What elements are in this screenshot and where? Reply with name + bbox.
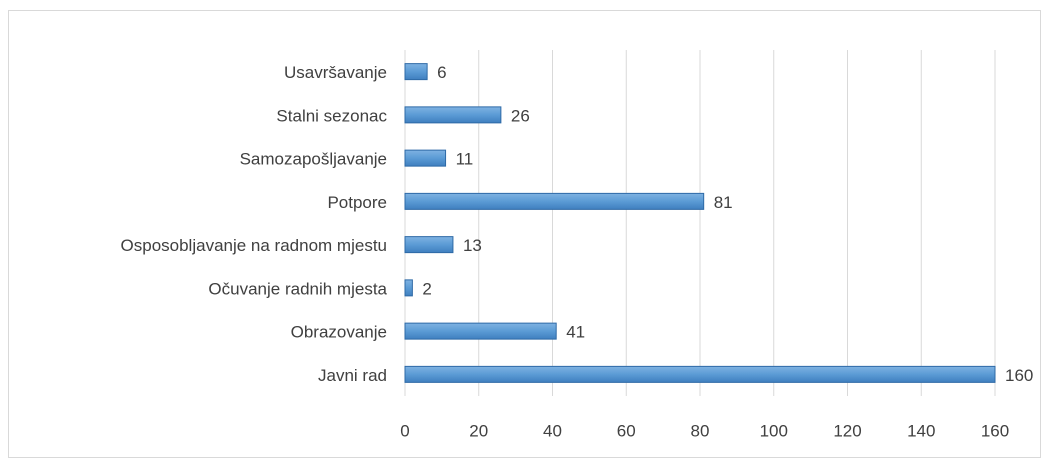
bar bbox=[404, 279, 413, 297]
x-tick-label: 100 bbox=[760, 421, 788, 440]
x-tick-label: 160 bbox=[981, 421, 1009, 440]
value-label: 81 bbox=[714, 193, 733, 212]
y-tick-label: Očuvanje radnih mjesta bbox=[208, 279, 387, 298]
bar bbox=[404, 106, 502, 124]
x-tick-label: 140 bbox=[907, 421, 935, 440]
x-tick-label: 120 bbox=[833, 421, 861, 440]
value-label: 160 bbox=[1005, 366, 1033, 385]
value-label: 41 bbox=[566, 323, 585, 342]
bar bbox=[404, 192, 705, 210]
value-label: 2 bbox=[422, 279, 431, 298]
bar bbox=[404, 63, 428, 81]
bar bbox=[404, 236, 454, 254]
value-label: 26 bbox=[511, 106, 530, 125]
x-tick-label: 60 bbox=[617, 421, 636, 440]
x-tick-label: 0 bbox=[400, 421, 409, 440]
y-tick-label: Javni rad bbox=[318, 366, 387, 385]
bar bbox=[404, 322, 557, 340]
y-tick-label: Samozapošljavanje bbox=[240, 150, 387, 169]
y-tick-label: Stalni sezonac bbox=[276, 106, 387, 125]
chart-frame bbox=[8, 10, 1041, 458]
x-tick-label: 80 bbox=[691, 421, 710, 440]
y-tick-label: Obrazovanje bbox=[291, 323, 387, 342]
value-label: 11 bbox=[456, 150, 474, 169]
x-tick-label: 40 bbox=[543, 421, 562, 440]
bar bbox=[404, 149, 447, 167]
y-tick-label: Osposobljavanje na radnom mjestu bbox=[121, 236, 387, 255]
value-label: 13 bbox=[463, 236, 482, 255]
bar bbox=[404, 365, 996, 383]
y-tick-label: Potpore bbox=[327, 193, 387, 212]
value-label: 6 bbox=[437, 63, 446, 82]
x-tick-label: 20 bbox=[469, 421, 488, 440]
y-tick-label: Usavršavanje bbox=[284, 63, 387, 82]
